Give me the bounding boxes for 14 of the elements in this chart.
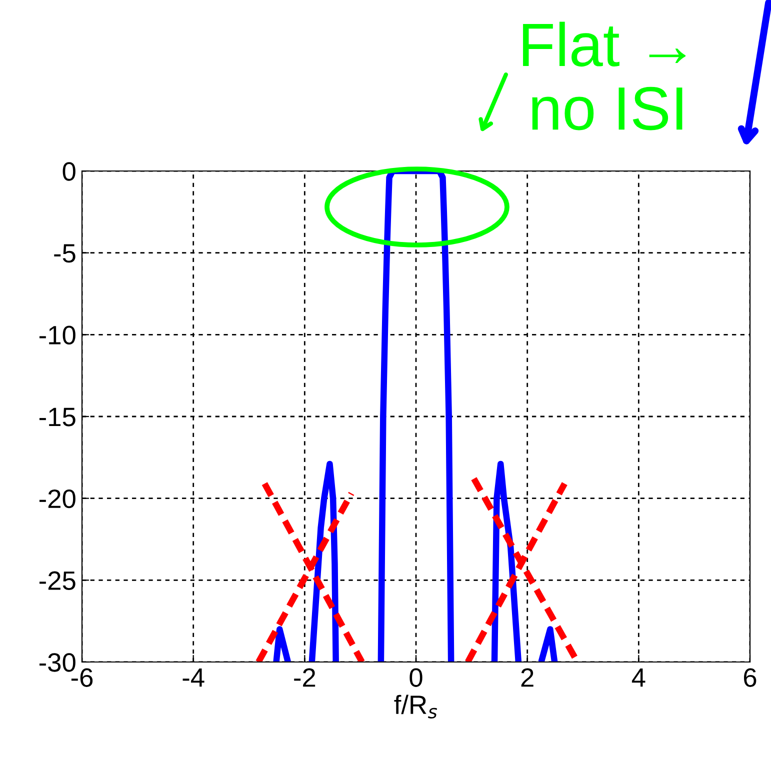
y-tick-label: -10 bbox=[39, 326, 76, 344]
x-tick-label: 6 bbox=[744, 668, 756, 687]
x-tick-label: -2 bbox=[294, 668, 316, 687]
y-tick-label: -25 bbox=[39, 571, 76, 590]
x-axis-title: f/R$_{s}$ bbox=[394, 694, 438, 719]
y-tick-label: 0 bbox=[62, 162, 76, 181]
x-tick-label: 2 bbox=[521, 668, 534, 687]
y-tick-label: -15 bbox=[39, 408, 76, 426]
text: Flat → no ISI bbox=[523, 22, 686, 130]
x-tick-label: 0 bbox=[410, 668, 422, 687]
x-tick-label: 4 bbox=[632, 668, 646, 687]
y-tick-label: -20 bbox=[39, 489, 76, 508]
x-tick-label: -4 bbox=[182, 668, 204, 687]
y-tick-label: -5 bbox=[54, 244, 76, 263]
